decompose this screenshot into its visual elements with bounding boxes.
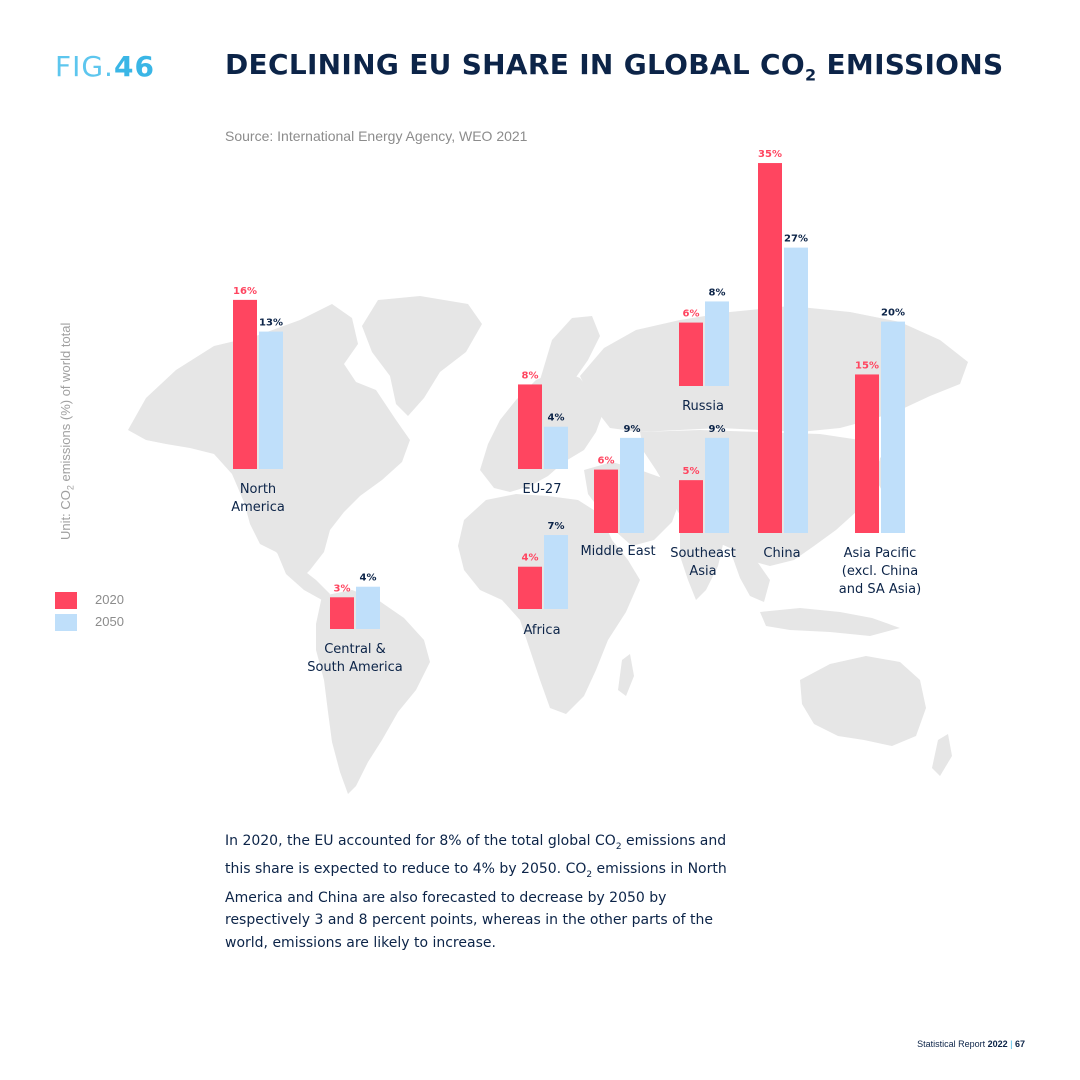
- para-sub1: 2: [615, 841, 622, 852]
- chart-title: DECLINING EU SHARE IN GLOBAL CO2 EMISSIO…: [225, 48, 1004, 85]
- bar-2020-region-3: [518, 566, 542, 609]
- region-label-region-8-line-1: (excl. China: [842, 564, 918, 579]
- region-label-region-7-line-0: China: [763, 546, 800, 561]
- bar-2050-region-8: [881, 321, 905, 533]
- map-greenland: [362, 296, 482, 416]
- value-label-2050-region-0: 13%: [259, 318, 283, 329]
- bars-layer: 16% 13% North America 3% 4% Central & South Ame…: [231, 149, 921, 675]
- bar-2020-region-7: [758, 163, 782, 534]
- map-southeast-asia: [730, 550, 770, 602]
- region-label-region-5-line-0: Russia: [682, 399, 724, 414]
- map-india: [680, 520, 724, 600]
- region-label-region-6-line-1: Asia: [689, 564, 716, 579]
- bar-2020-region-2: [518, 384, 542, 469]
- map-australia: [800, 656, 926, 746]
- region-label-region-6-line-0: Southeast: [670, 546, 736, 561]
- map-indonesia: [760, 608, 900, 636]
- bar-2050-region-2: [544, 426, 568, 469]
- footer-separator: |: [1007, 1039, 1015, 1049]
- para-part1: In 2020, the EU accounted for 8% of the …: [225, 833, 616, 849]
- region-label-region-0-line-0: North: [240, 482, 276, 497]
- bar-2020-region-8: [855, 374, 879, 533]
- map-south-america: [316, 590, 430, 794]
- value-label-2050-region-5: 8%: [709, 287, 726, 298]
- region-label-region-8-line-2: and SA Asia): [839, 582, 921, 597]
- bar-2050-region-7: [784, 247, 808, 534]
- bar-2050-region-3: [544, 535, 568, 609]
- title-subscript: 2: [805, 65, 817, 85]
- bar-2050-region-4: [620, 437, 644, 533]
- value-label-2050-region-6: 9%: [709, 424, 726, 435]
- region-label-region-8-line-0: Asia Pacific: [844, 546, 917, 561]
- para-sub2: 2: [586, 870, 593, 881]
- value-label-2020-region-6: 5%: [683, 466, 700, 477]
- footer-page: 67: [1014, 1039, 1025, 1049]
- figure-prefix: FIG.: [55, 50, 114, 83]
- value-label-2020-region-2: 8%: [522, 370, 539, 381]
- region-label-region-0-line-1: America: [231, 500, 285, 515]
- region-label-region-4-line-0: Middle East: [580, 544, 655, 559]
- region-label-region-1-line-0: Central &: [324, 642, 386, 657]
- bar-2020-region-4: [594, 469, 618, 533]
- value-label-2050-region-3: 7%: [548, 521, 565, 532]
- bar-2020-region-0: [233, 299, 257, 469]
- bar-2050-region-1: [356, 586, 380, 629]
- value-label-2050-region-7: 27%: [784, 234, 808, 245]
- map-scandinavia: [540, 316, 600, 380]
- value-label-2020-region-3: 4%: [522, 553, 539, 564]
- figure-number: FIG.46: [55, 50, 155, 83]
- para-part2: emissions and this share is expected to …: [225, 833, 727, 878]
- region-label-region-3-line-0: Africa: [523, 623, 560, 638]
- value-label-2020-region-8: 15%: [855, 360, 879, 371]
- bar-2050-region-6: [705, 437, 729, 533]
- legend-label-2050: 2050: [95, 614, 124, 629]
- map-madagascar: [618, 654, 634, 696]
- legend-label-2020: 2020: [95, 592, 124, 607]
- summary-paragraph: In 2020, the EU accounted for 8% of the …: [225, 830, 745, 954]
- bar-2020-region-1: [330, 597, 354, 629]
- value-label-2020-region-7: 35%: [758, 149, 782, 160]
- value-label-2020-region-1: 3%: [334, 583, 351, 594]
- value-label-2050-region-8: 20%: [881, 308, 905, 319]
- footer-report: Statistical Report: [917, 1039, 988, 1049]
- source-note: Source: International Energy Agency, WEO…: [225, 128, 528, 144]
- title-part2: EMISSIONS: [816, 48, 1004, 81]
- value-label-2050-region-2: 4%: [548, 413, 565, 424]
- bar-2050-region-5: [705, 301, 729, 386]
- map-new-zealand: [932, 734, 952, 776]
- value-label-2020-region-4: 6%: [598, 456, 615, 467]
- value-label-2050-region-1: 4%: [360, 573, 377, 584]
- value-label-2020-region-0: 16%: [233, 286, 257, 297]
- region-label-region-2-line-0: EU-27: [523, 482, 562, 497]
- value-label-2050-region-4: 9%: [624, 424, 641, 435]
- bar-2050-region-0: [259, 331, 283, 469]
- map-central-america: [276, 550, 330, 600]
- bar-2020-region-5: [679, 322, 703, 386]
- para-part3: emissions in North America and China are…: [225, 861, 727, 951]
- bar-2020-region-6: [679, 480, 703, 533]
- legend-swatch-2050: [55, 614, 77, 631]
- legend-swatch-2020: [55, 592, 77, 609]
- title-part1: DECLINING EU SHARE IN GLOBAL CO: [225, 48, 805, 81]
- footer-year: 2022: [987, 1039, 1008, 1049]
- page-footer: Statistical Report 2022 | 67: [917, 1039, 1025, 1049]
- figure-number-value: 46: [113, 50, 155, 83]
- region-label-region-1-line-1: South America: [307, 660, 403, 675]
- value-label-2020-region-5: 6%: [683, 309, 700, 320]
